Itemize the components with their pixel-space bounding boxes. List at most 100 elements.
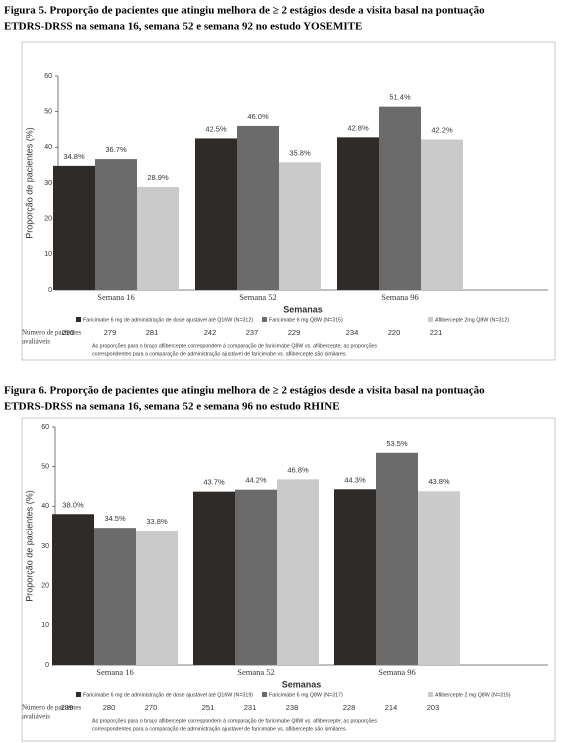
y-tick-label: 40: [44, 144, 52, 151]
bar: [137, 186, 179, 290]
legend-label: Aflibercepte 2mg Q8W (N=312): [435, 317, 509, 323]
legend-swatch: [262, 692, 267, 697]
patients-count: 280: [103, 703, 116, 712]
footnote: As proporções para o braço aflibercepte …: [92, 343, 377, 349]
patients-label: avaliáveis: [22, 338, 50, 346]
bar: [376, 452, 418, 665]
x-tick-label: Semana 52: [239, 292, 277, 302]
value-label: 42.8%: [347, 123, 369, 132]
footnote: correspondentes para a comparação de adm…: [92, 351, 347, 357]
patients-label: avaliáveis: [22, 713, 50, 721]
patients-count: 238: [286, 703, 299, 712]
bar: [237, 125, 279, 290]
patients-label: Número de pacientes: [22, 329, 81, 337]
bar: [337, 137, 379, 290]
value-label: 43.7%: [203, 478, 225, 487]
bar: [94, 528, 136, 665]
bar: [193, 491, 235, 665]
x-axis-label: Semanas: [282, 679, 322, 689]
patients-count: 281: [146, 328, 159, 337]
bar: [95, 159, 137, 290]
x-tick-label: Semana 52: [237, 667, 275, 677]
legend-label: Faricimabe 6 mg de administração de dose…: [83, 317, 253, 323]
legend-swatch: [428, 692, 433, 697]
value-label: 51.4%: [389, 93, 411, 102]
footnote: correspondentes para a comparação de adm…: [92, 726, 347, 732]
y-tick-label: 60: [41, 424, 49, 431]
y-axis-label: Proporção de pacientes (%): [24, 127, 34, 239]
legend-label: Aflibercepte 2 mg Q8W (N=315): [435, 692, 511, 698]
value-label: 34.8%: [63, 152, 85, 161]
value-label: 46.0%: [247, 112, 269, 121]
y-tick-label: 30: [44, 180, 52, 187]
y-tick-label: 60: [44, 73, 52, 80]
patients-count: 289: [61, 703, 74, 712]
patients-count: 214: [385, 703, 398, 712]
figure-caption: Figura 6. Proporção de pacientes que ati…: [4, 385, 485, 397]
value-label: 35.8%: [289, 148, 311, 157]
value-label: 43.8%: [428, 477, 450, 486]
value-label: 28.9%: [147, 173, 169, 182]
figure-caption: ETDRS-DRSS na semana 16, semana 52 e sem…: [4, 21, 362, 33]
bar: [279, 162, 321, 290]
x-tick-label: Semana 16: [96, 667, 134, 677]
patients-count: 229: [288, 328, 301, 337]
value-label: 36.7%: [105, 145, 127, 154]
patients-count: 279: [104, 328, 117, 337]
y-tick-label: 0: [48, 287, 52, 294]
patients-count: 270: [145, 703, 158, 712]
patients-count: 234: [346, 328, 359, 337]
patients-count: 203: [427, 703, 440, 712]
value-label: 44.3%: [344, 475, 366, 484]
value-label: 42.5%: [205, 124, 227, 133]
legend-label: Faricimabe 6 mg Q8W (N=315): [269, 317, 343, 323]
patients-count: 290: [62, 328, 75, 337]
legend-label: Faricimabe 6 mg de administração de dose…: [83, 692, 253, 698]
value-label: 33.8%: [146, 517, 168, 526]
legend-label: Faricimabe 6 mg Q8W (N=317): [269, 692, 343, 698]
bar: [195, 138, 237, 290]
bar: [52, 514, 94, 665]
x-tick-label: Semana 96: [378, 667, 416, 677]
y-tick-label: 50: [44, 109, 52, 116]
figure-caption: ETDRS-DRSS na semana 16, semana 52 e sem…: [4, 401, 340, 413]
chart-frame: [21, 41, 556, 361]
value-label: 46.8%: [287, 465, 309, 474]
patients-count: 228: [343, 703, 356, 712]
x-tick-label: Semana 16: [97, 292, 135, 302]
y-axis-label: Proporção de pacientes (%): [24, 490, 34, 602]
patients-count: 231: [244, 703, 257, 712]
chart-frame: [21, 417, 556, 742]
value-label: 44.2%: [245, 476, 267, 485]
legend-swatch: [428, 317, 433, 322]
y-tick-label: 50: [41, 464, 49, 471]
y-tick-label: 30: [41, 543, 49, 550]
bar: [277, 479, 319, 665]
bar: [136, 530, 178, 665]
y-tick-label: 0: [45, 662, 49, 669]
value-label: 34.5%: [104, 514, 126, 523]
legend-swatch: [76, 692, 81, 697]
patients-count: 220: [388, 328, 401, 337]
patients-count: 251: [202, 703, 215, 712]
bar: [379, 106, 421, 290]
bar: [418, 491, 460, 665]
bar: [235, 489, 277, 665]
legend-swatch: [76, 317, 81, 322]
y-tick-label: 10: [44, 251, 52, 258]
y-tick-label: 40: [41, 503, 49, 510]
patients-count: 221: [430, 328, 443, 337]
patients-count: 237: [246, 328, 259, 337]
y-tick-label: 10: [41, 622, 49, 629]
figure-caption: Figura 5. Proporção de pacientes que ati…: [4, 5, 485, 17]
bar: [334, 489, 376, 665]
value-label: 53.5%: [386, 439, 408, 448]
footnote: As proporções para o braço aflibercepte …: [92, 718, 377, 724]
bar: [421, 139, 463, 290]
y-tick-label: 20: [44, 216, 52, 223]
bar: [53, 165, 95, 290]
x-axis-label: Semanas: [283, 304, 323, 314]
value-label: 42.2%: [431, 125, 453, 134]
patients-label: Número de pacientes: [22, 704, 81, 712]
